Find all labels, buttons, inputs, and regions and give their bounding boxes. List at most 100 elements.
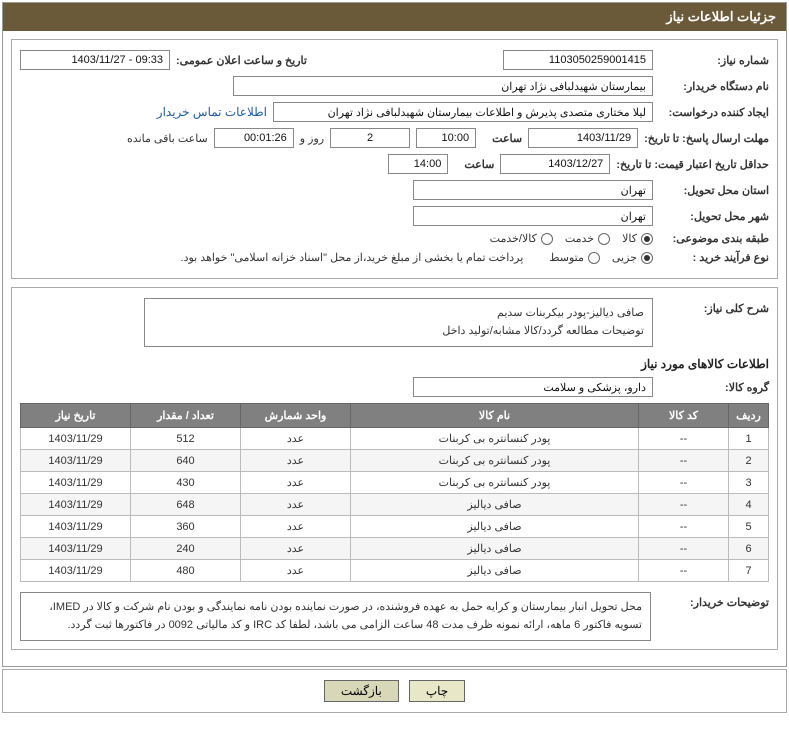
details-box: شماره نیاز: 1103050259001415 تاریخ و ساع… [11, 39, 778, 279]
cell-date: 1403/11/29 [21, 450, 131, 472]
radio-partial-label: جزیی [612, 251, 637, 264]
delivery-province-value: تهران [413, 180, 653, 200]
panel-header: جزئیات اطلاعات نیاز [3, 3, 786, 31]
row-requester: ایجاد کننده درخواست: لیلا مختاری متصدی پ… [20, 102, 769, 122]
cell-name: صافی دیالیز [351, 516, 639, 538]
process-label: نوع فرآیند خرید : [659, 251, 769, 264]
need-number-label: شماره نیاز: [659, 54, 769, 67]
th-qty: تعداد / مقدار [131, 404, 241, 428]
cell-code: -- [639, 538, 729, 560]
radio-service-label: خدمت [565, 232, 594, 245]
radio-medium-label: متوسط [549, 251, 584, 264]
table-header-row: ردیف کد کالا نام کالا واحد شمارش تعداد /… [21, 404, 769, 428]
cell-name: صافی دیالیز [351, 538, 639, 560]
buyer-notes-value: محل تحویل انبار بیمارستان و کرایه حمل به… [20, 592, 651, 641]
back-button[interactable]: بازگشت [324, 680, 399, 702]
cell-name: صافی دیالیز [351, 494, 639, 516]
category-label: طبقه بندی موضوعی: [659, 232, 769, 245]
min-validity-time-value: 14:00 [388, 154, 448, 174]
min-validity-label: حداقل تاریخ اعتبار قیمت: تا تاریخ: [616, 158, 769, 171]
radio-medium-circle [588, 252, 600, 264]
goods-group-value: دارو، پزشکی و سلامت [413, 377, 653, 397]
radio-partial[interactable]: جزیی [612, 251, 653, 264]
delivery-city-label: شهر محل تحویل: [659, 210, 769, 223]
need-desc-line1: صافی دیالیز-پودر بیکربنات سدیم [153, 305, 644, 323]
radio-goods[interactable]: کالا [622, 232, 653, 245]
radio-medium[interactable]: متوسط [549, 251, 600, 264]
cell-idx: 1 [729, 428, 769, 450]
need-desc-value: صافی دیالیز-پودر بیکربنات سدیم توضیحات م… [144, 298, 653, 347]
goods-info-title: اطلاعات کالاهای مورد نیاز [20, 357, 769, 371]
row-delivery-province: استان محل تحویل: تهران [20, 180, 769, 200]
cell-idx: 5 [729, 516, 769, 538]
cell-date: 1403/11/29 [21, 538, 131, 560]
th-unit: واحد شمارش [241, 404, 351, 428]
goods-table: ردیف کد کالا نام کالا واحد شمارش تعداد /… [20, 403, 769, 582]
cell-date: 1403/11/29 [21, 428, 131, 450]
publish-date-label: تاریخ و ساعت اعلان عمومی: [176, 54, 307, 67]
days-count-value: 2 [330, 128, 410, 148]
radio-goods-circle [641, 233, 653, 245]
cell-date: 1403/11/29 [21, 494, 131, 516]
cell-idx: 2 [729, 450, 769, 472]
th-name: نام کالا [351, 404, 639, 428]
radio-service-circle [598, 233, 610, 245]
cell-qty: 430 [131, 472, 241, 494]
cell-qty: 360 [131, 516, 241, 538]
buyer-contact-link[interactable]: اطلاعات تماس خریدار [157, 105, 267, 119]
row-need-desc: شرح کلی نیاز: صافی دیالیز-پودر بیکربنات … [20, 298, 769, 347]
cell-date: 1403/11/29 [21, 560, 131, 582]
requester-label: ایجاد کننده درخواست: [659, 106, 769, 119]
category-radio-group: کالا خدمت کالا/خدمت [490, 232, 653, 245]
cell-qty: 640 [131, 450, 241, 472]
cell-qty: 648 [131, 494, 241, 516]
cell-qty: 480 [131, 560, 241, 582]
cell-unit: عدد [241, 428, 351, 450]
table-row: 6--صافی دیالیزعدد2401403/11/29 [21, 538, 769, 560]
reply-date-value: 1403/11/29 [528, 128, 638, 148]
th-date: تاریخ نیاز [21, 404, 131, 428]
cell-qty: 512 [131, 428, 241, 450]
cell-code: -- [639, 494, 729, 516]
th-code: کد کالا [639, 404, 729, 428]
row-goods-group: گروه کالا: دارو، پزشکی و سلامت [20, 377, 769, 397]
radio-service[interactable]: خدمت [565, 232, 610, 245]
table-row: 5--صافی دیالیزعدد3601403/11/29 [21, 516, 769, 538]
cell-unit: عدد [241, 560, 351, 582]
row-category: طبقه بندی موضوعی: کالا خدمت کالا/خدمت [20, 232, 769, 245]
buyer-org-value: بیمارستان شهیدلبافی نژاد تهران [233, 76, 653, 96]
row-process: نوع فرآیند خرید : جزیی متوسط پرداخت تمام… [20, 251, 769, 264]
need-desc-line2: توضیحات مطالعه گردد/کالا مشابه/تولید داخ… [153, 323, 644, 341]
cell-qty: 240 [131, 538, 241, 560]
cell-unit: عدد [241, 472, 351, 494]
panel-content: شماره نیاز: 1103050259001415 تاریخ و ساع… [3, 31, 786, 666]
reply-time-value: 10:00 [416, 128, 476, 148]
row-need-number: شماره نیاز: 1103050259001415 تاریخ و ساع… [20, 50, 769, 70]
process-note: پرداخت تمام یا بخشی از مبلغ خرید،از محل … [181, 251, 524, 264]
buyer-org-label: نام دستگاه خریدار: [659, 80, 769, 93]
radio-both[interactable]: کالا/خدمت [490, 232, 553, 245]
cell-unit: عدد [241, 538, 351, 560]
print-button[interactable]: چاپ [409, 680, 465, 702]
table-row: 7--صافی دیالیزعدد4801403/11/29 [21, 560, 769, 582]
cell-idx: 6 [729, 538, 769, 560]
table-row: 1--پودر کنسانتره بی کربناتعدد5121403/11/… [21, 428, 769, 450]
footer-bar: چاپ بازگشت [2, 669, 787, 713]
radio-goods-label: کالا [622, 232, 637, 245]
panel-title: جزئیات اطلاعات نیاز [666, 9, 776, 24]
row-buyer-notes: توضیحات خریدار: محل تحویل انبار بیمارستا… [20, 592, 769, 641]
buyer-notes-label: توضیحات خریدار: [659, 592, 769, 609]
cell-name: پودر کنسانتره بی کربنات [351, 472, 639, 494]
process-radio-group: جزیی متوسط [549, 251, 653, 264]
table-body: 1--پودر کنسانتره بی کربناتعدد5121403/11/… [21, 428, 769, 582]
radio-both-label: کالا/خدمت [490, 232, 537, 245]
radio-both-circle [541, 233, 553, 245]
th-idx: ردیف [729, 404, 769, 428]
cell-code: -- [639, 516, 729, 538]
row-min-validity: حداقل تاریخ اعتبار قیمت: تا تاریخ: 1403/… [20, 154, 769, 174]
need-desc-label: شرح کلی نیاز: [659, 298, 769, 315]
row-delivery-city: شهر محل تحویل: تهران [20, 206, 769, 226]
cell-idx: 4 [729, 494, 769, 516]
remaining-label: ساعت باقی مانده [127, 132, 208, 145]
table-row: 3--پودر کنسانتره بی کربناتعدد4301403/11/… [21, 472, 769, 494]
